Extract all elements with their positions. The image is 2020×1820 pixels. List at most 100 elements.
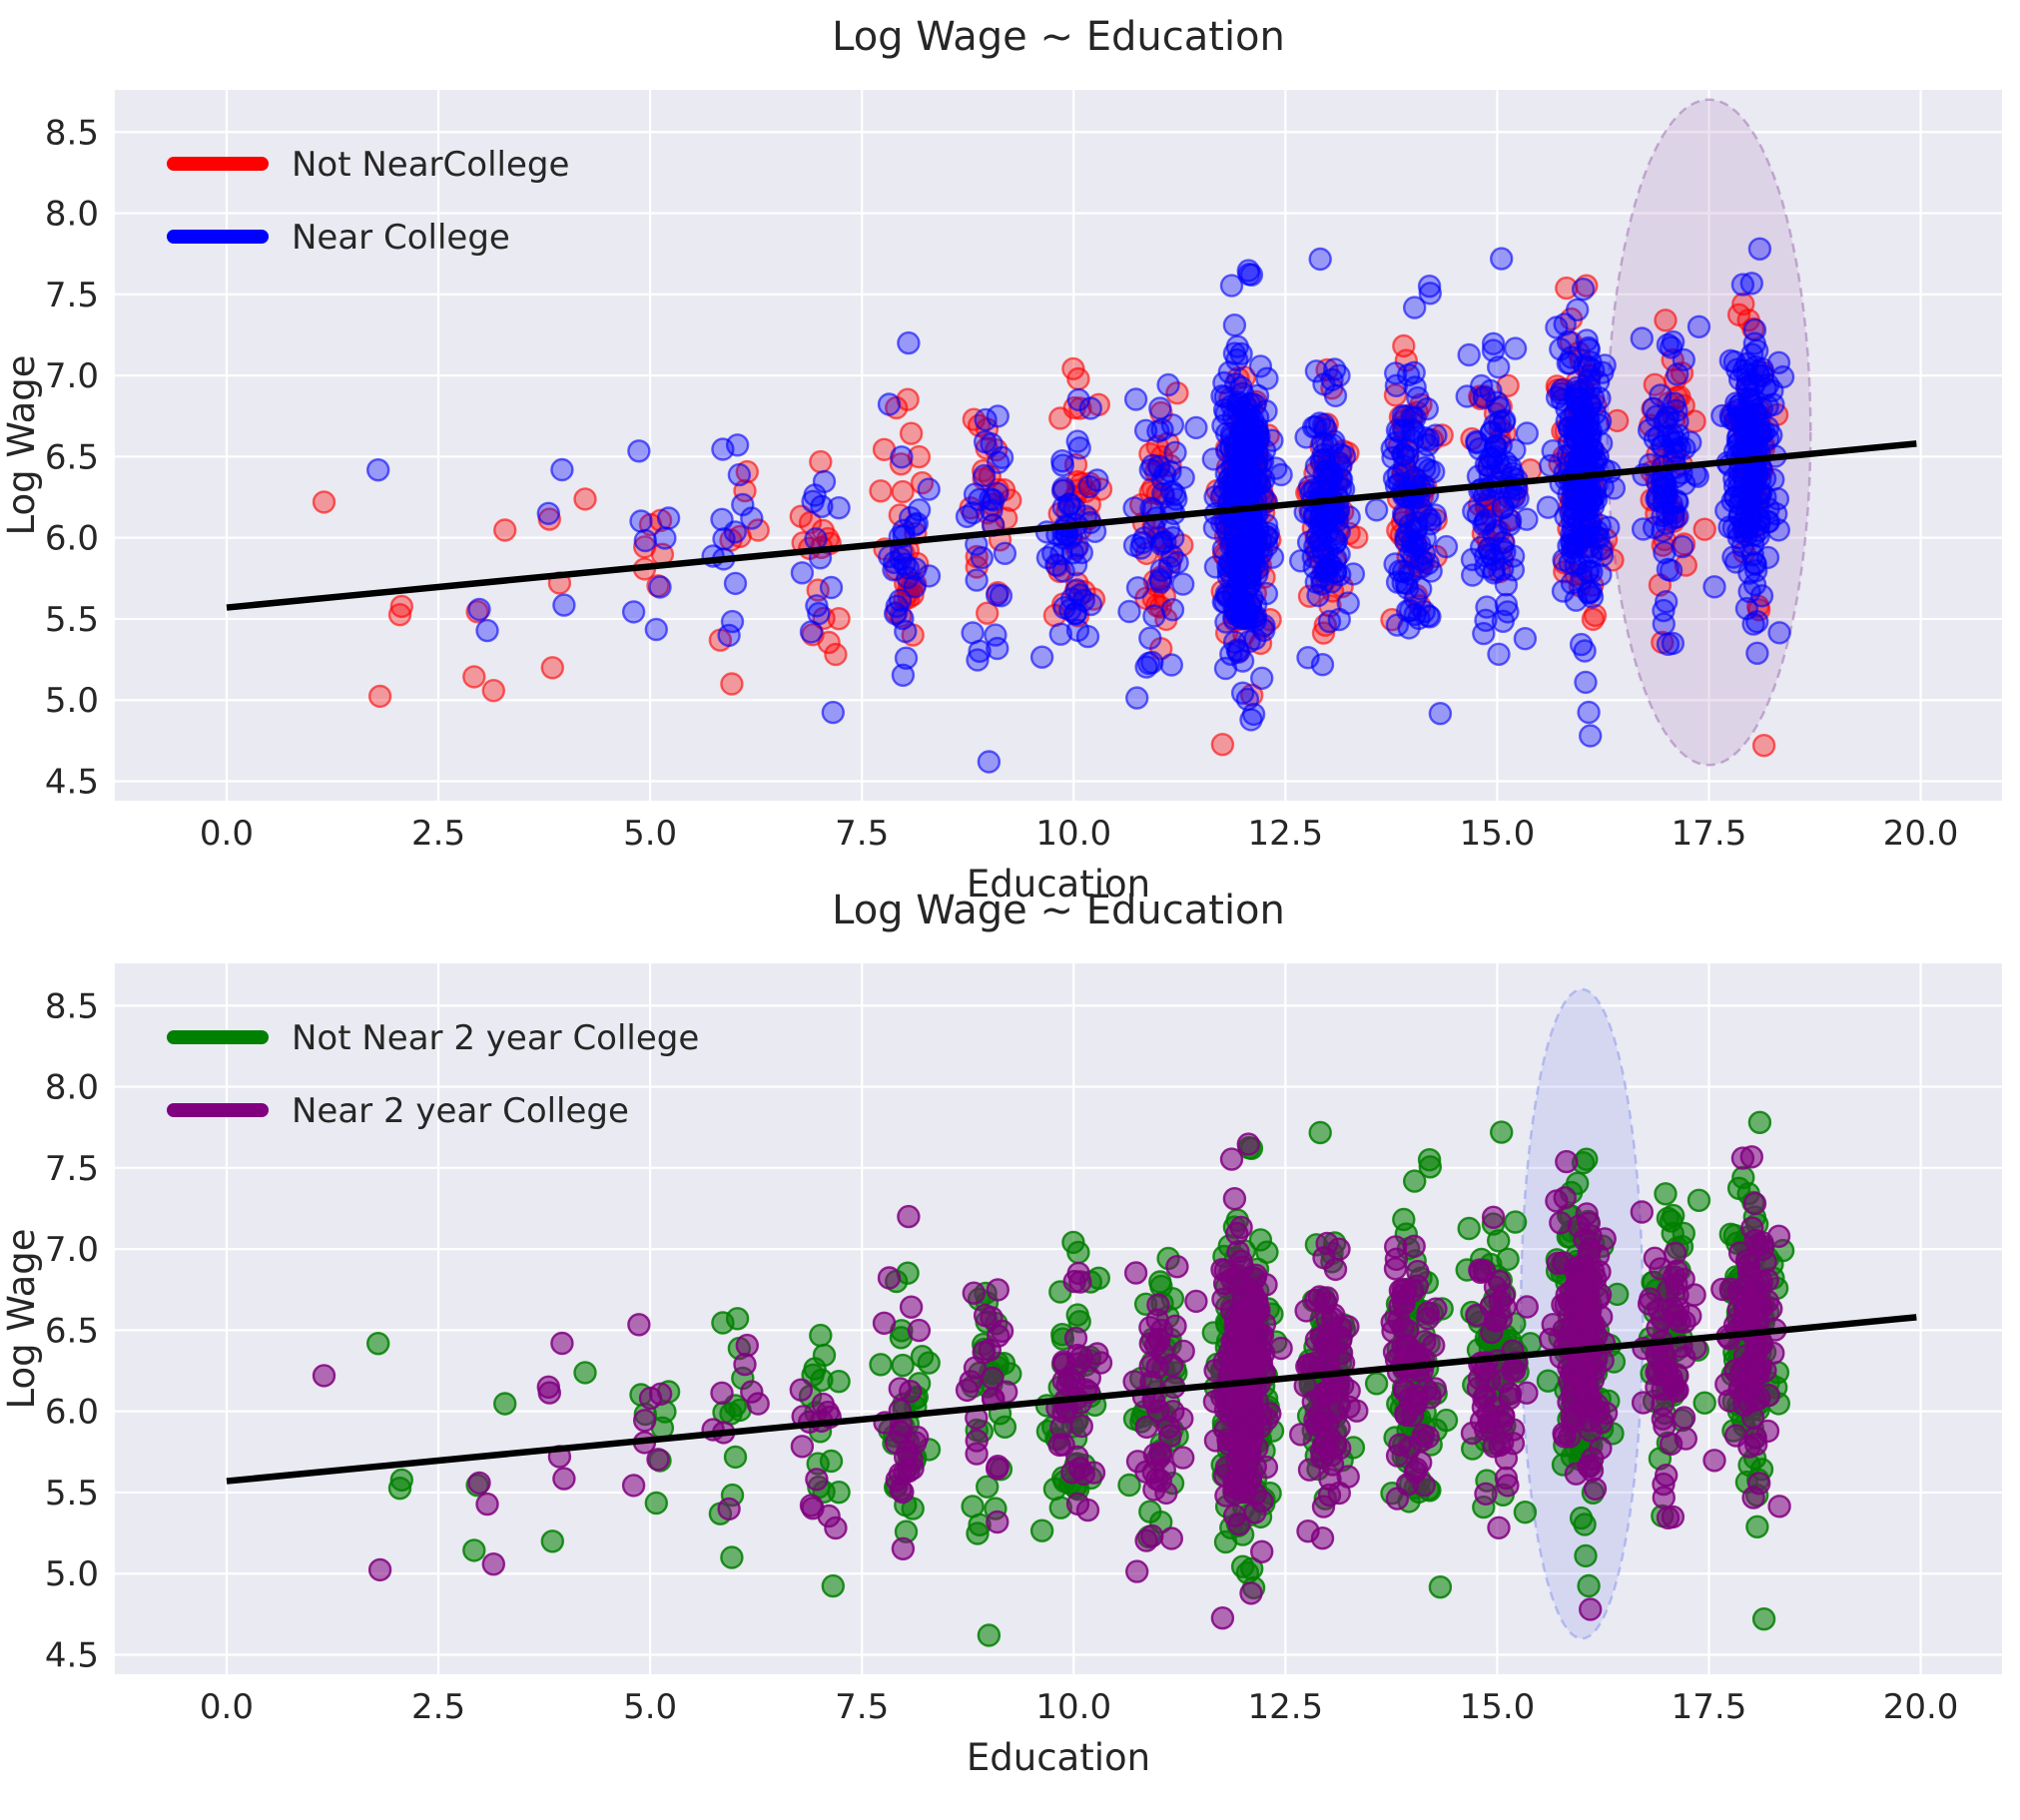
data-point <box>1129 536 1153 560</box>
data-point <box>540 1529 564 1553</box>
y-tick-label: 7.5 <box>45 276 99 315</box>
data-point <box>1552 548 1576 572</box>
data-point <box>1468 1260 1493 1285</box>
data-point <box>1745 641 1769 665</box>
data-point <box>1563 449 1588 473</box>
data-point <box>1230 1310 1255 1335</box>
data-point <box>1315 1231 1339 1256</box>
data-point <box>1766 350 1791 374</box>
data-point <box>731 492 755 517</box>
data-point <box>1545 1189 1569 1213</box>
data-point <box>1702 575 1726 599</box>
data-point <box>801 1496 825 1520</box>
data-point <box>1201 447 1226 471</box>
data-point <box>1487 642 1511 666</box>
data-point <box>1125 576 1150 600</box>
data-point <box>877 1266 902 1290</box>
data-point <box>1029 645 1054 669</box>
x-tick-label: 17.5 <box>1672 814 1747 854</box>
data-point <box>1417 1147 1442 1172</box>
data-point <box>1455 384 1479 408</box>
data-point <box>980 432 1004 456</box>
data-point <box>1212 370 1236 395</box>
data-point <box>1148 396 1172 420</box>
data-point <box>1392 333 1416 358</box>
data-point <box>805 1468 829 1492</box>
data-point <box>550 1331 574 1356</box>
data-point <box>462 665 486 689</box>
data-point <box>1310 1410 1334 1435</box>
y-tick-label: 8.0 <box>45 1068 99 1108</box>
data-point <box>1304 1288 1328 1313</box>
data-point <box>869 479 893 503</box>
data-point <box>1672 1406 1696 1430</box>
data-point <box>627 439 651 463</box>
data-point <box>1138 458 1163 482</box>
data-point <box>986 1278 1010 1302</box>
data-point <box>878 544 902 569</box>
scatter-group-near <box>366 237 1795 774</box>
data-point <box>1747 1110 1772 1135</box>
data-point <box>891 479 915 504</box>
data-point <box>1654 308 1678 332</box>
data-point <box>1170 572 1195 596</box>
data-point <box>711 437 735 461</box>
data-point <box>1515 421 1540 445</box>
data-point <box>1710 1277 1734 1302</box>
data-point <box>821 700 845 725</box>
data-point <box>1654 484 1679 508</box>
data-point <box>1481 331 1506 355</box>
data-point <box>1400 1404 1425 1428</box>
legend-label: Near College <box>292 218 510 258</box>
data-point <box>1735 370 1760 394</box>
data-point <box>1411 1423 1436 1448</box>
data-point <box>1577 1211 1602 1236</box>
data-point <box>1156 1415 1181 1440</box>
legend-label: Not NearCollege <box>292 145 569 185</box>
data-point <box>1536 495 1561 519</box>
data-point <box>493 518 517 542</box>
data-point <box>1577 1573 1601 1598</box>
data-point <box>1673 436 1696 460</box>
data-point <box>1581 607 1606 631</box>
data-point <box>1225 1221 1249 1246</box>
data-point <box>1723 550 1748 574</box>
data-point <box>1574 670 1598 695</box>
data-point <box>790 561 815 585</box>
data-point <box>493 1392 517 1416</box>
data-point <box>1315 433 1339 457</box>
x-tick-label: 15.0 <box>1460 1687 1536 1727</box>
data-point <box>1063 1326 1088 1351</box>
data-point <box>807 601 831 626</box>
data-point <box>877 392 902 416</box>
data-point <box>1747 237 1772 262</box>
data-point <box>1239 1581 1263 1605</box>
data-point <box>1230 1554 1255 1578</box>
data-point <box>1563 383 1588 407</box>
data-point <box>1434 534 1459 559</box>
data-point <box>1029 1518 1054 1542</box>
data-point <box>907 1318 932 1343</box>
x-tick-label: 2.5 <box>411 1687 465 1727</box>
data-point <box>1741 1486 1765 1510</box>
data-point <box>1630 1200 1655 1224</box>
data-point <box>312 1364 337 1388</box>
data-point <box>1738 1286 1763 1310</box>
data-point <box>897 330 921 355</box>
data-point <box>467 1471 491 1496</box>
data-point <box>1304 414 1328 439</box>
data-point <box>965 568 989 592</box>
data-point <box>804 527 828 551</box>
data-point <box>621 600 646 624</box>
data-point <box>1482 547 1507 571</box>
data-point <box>1593 353 1617 377</box>
data-point <box>1654 1182 1678 1206</box>
chart-title: Log Wage ~ Education <box>832 14 1285 60</box>
data-point <box>644 617 668 642</box>
data-point <box>1742 1191 1767 1216</box>
data-point <box>540 656 564 680</box>
y-tick-label: 6.0 <box>45 1393 99 1433</box>
data-point <box>1589 562 1613 587</box>
data-point <box>1656 1506 1681 1530</box>
